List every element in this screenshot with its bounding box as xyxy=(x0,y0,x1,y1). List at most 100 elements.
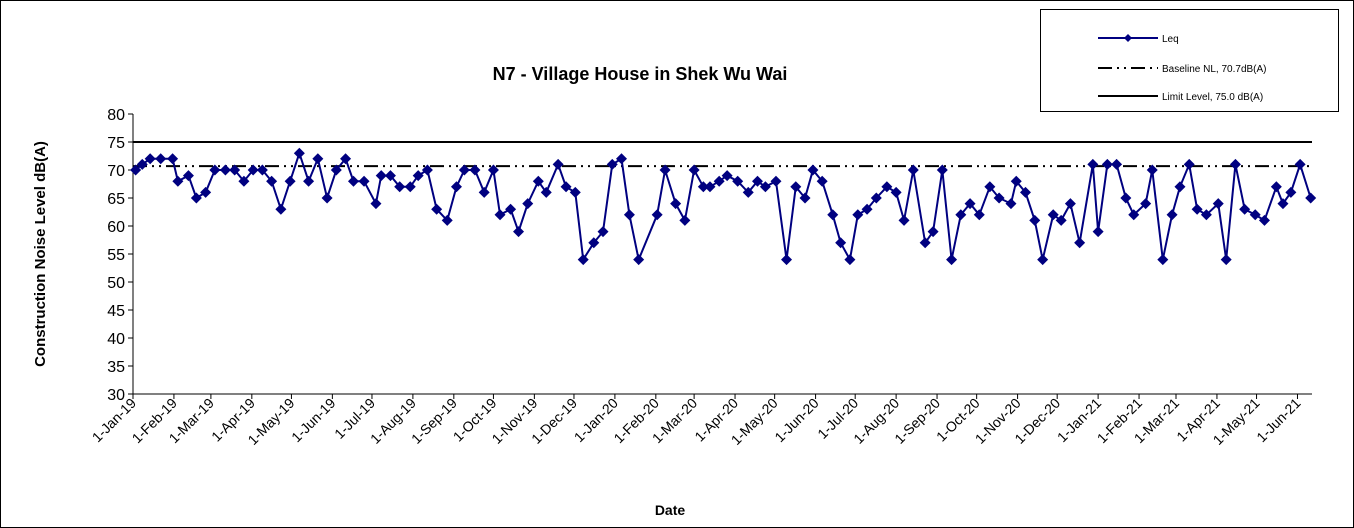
data-point xyxy=(1101,158,1113,170)
data-point xyxy=(697,181,709,193)
data-point xyxy=(679,214,691,226)
data-point xyxy=(384,170,396,182)
data-point xyxy=(732,175,744,187)
data-point xyxy=(1212,198,1224,210)
data-point xyxy=(1258,214,1270,226)
data-point xyxy=(1140,198,1152,210)
data-point xyxy=(1092,226,1104,238)
data-point xyxy=(312,153,324,165)
data-point xyxy=(907,164,919,176)
data-point xyxy=(394,181,406,193)
data-point xyxy=(256,164,268,176)
data-point xyxy=(487,164,499,176)
data-point xyxy=(852,209,864,221)
data-point xyxy=(781,254,793,266)
data-point xyxy=(633,254,645,266)
data-point xyxy=(347,175,359,187)
y-axis-label: Construction Noise Level dB(A) xyxy=(32,141,49,367)
data-point xyxy=(266,175,278,187)
data-point xyxy=(155,153,167,165)
data-point xyxy=(1087,158,1099,170)
data-point xyxy=(1074,237,1086,249)
data-point xyxy=(441,214,453,226)
data-point xyxy=(1128,209,1140,221)
data-point xyxy=(1294,158,1306,170)
data-point xyxy=(219,164,231,176)
data-point xyxy=(1285,186,1297,198)
data-point xyxy=(759,181,771,193)
data-point xyxy=(190,192,202,204)
data-point xyxy=(799,192,811,204)
data-point xyxy=(370,198,382,210)
data-point xyxy=(1010,175,1022,187)
data-point xyxy=(993,192,1005,204)
data-point xyxy=(167,153,179,165)
chart-title: N7 - Village House in Shek Wu Wai xyxy=(493,64,788,84)
data-point xyxy=(450,181,462,193)
data-point xyxy=(588,237,600,249)
legend-label: Limit Level, 75.0 dB(A) xyxy=(1162,92,1263,103)
data-point xyxy=(431,203,443,215)
data-point xyxy=(505,203,517,215)
data-point xyxy=(1120,192,1132,204)
data-point xyxy=(494,209,506,221)
data-point xyxy=(770,175,782,187)
data-point xyxy=(751,175,763,187)
data-point xyxy=(790,181,802,193)
data-point xyxy=(844,254,856,266)
x-axis-label: Date xyxy=(655,502,686,518)
data-point xyxy=(870,192,882,204)
data-point xyxy=(1111,158,1123,170)
data-point xyxy=(1200,209,1212,221)
data-point xyxy=(919,237,931,249)
data-point xyxy=(936,164,948,176)
data-point xyxy=(293,147,305,159)
data-point xyxy=(984,181,996,193)
data-point xyxy=(1029,214,1041,226)
data-point xyxy=(955,209,967,221)
data-point xyxy=(1305,192,1317,204)
data-point xyxy=(881,181,893,193)
data-point xyxy=(1055,214,1067,226)
data-point xyxy=(1220,254,1232,266)
y-tick-label: 65 xyxy=(107,191,125,208)
data-point xyxy=(284,175,296,187)
y-tick-label: 45 xyxy=(107,303,125,320)
data-point xyxy=(1020,186,1032,198)
data-point xyxy=(469,164,481,176)
data-point xyxy=(1183,158,1195,170)
data-point xyxy=(659,164,671,176)
data-point xyxy=(1229,158,1241,170)
data-point xyxy=(569,186,581,198)
data-point xyxy=(552,158,564,170)
data-point xyxy=(238,175,250,187)
data-point xyxy=(522,198,534,210)
legend-label: Baseline NL, 70.7dB(A) xyxy=(1162,64,1267,75)
data-point xyxy=(209,164,221,176)
data-point xyxy=(1047,209,1059,221)
data-point xyxy=(144,153,156,165)
data-point xyxy=(973,209,985,221)
data-point xyxy=(136,158,148,170)
y-tick-label: 50 xyxy=(107,275,125,292)
data-point xyxy=(670,198,682,210)
data-point xyxy=(615,153,627,165)
data-point xyxy=(721,170,733,182)
y-tick-label: 75 xyxy=(107,135,125,152)
data-point xyxy=(1064,198,1076,210)
data-point xyxy=(1270,181,1282,193)
data-point xyxy=(458,164,470,176)
y-tick-label: 30 xyxy=(107,387,125,404)
data-point xyxy=(560,181,572,193)
data-point xyxy=(742,186,754,198)
data-point xyxy=(1191,203,1203,215)
data-point xyxy=(927,226,939,238)
data-point xyxy=(275,203,287,215)
y-tick-label: 60 xyxy=(107,219,125,236)
data-point xyxy=(1239,203,1251,215)
data-point xyxy=(513,226,525,238)
data-point xyxy=(651,209,663,221)
data-point xyxy=(1277,198,1289,210)
y-tick-label: 35 xyxy=(107,359,125,376)
data-point xyxy=(340,153,352,165)
